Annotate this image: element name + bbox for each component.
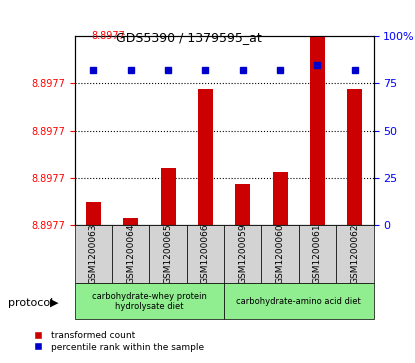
FancyBboxPatch shape xyxy=(336,225,374,283)
Bar xyxy=(235,184,250,225)
Text: protocol: protocol xyxy=(8,298,54,308)
Text: GSM1200061: GSM1200061 xyxy=(313,224,322,285)
Text: GSM1200060: GSM1200060 xyxy=(276,224,285,285)
Text: GSM1200065: GSM1200065 xyxy=(164,224,173,285)
Bar xyxy=(347,89,362,225)
Bar xyxy=(310,36,325,225)
Bar xyxy=(123,217,138,225)
FancyBboxPatch shape xyxy=(75,225,112,283)
Text: 8.8977: 8.8977 xyxy=(91,31,125,41)
FancyBboxPatch shape xyxy=(187,225,224,283)
FancyBboxPatch shape xyxy=(149,225,187,283)
FancyBboxPatch shape xyxy=(299,225,336,283)
Text: carbohydrate-whey protein
hydrolysate diet: carbohydrate-whey protein hydrolysate di… xyxy=(92,291,207,311)
FancyBboxPatch shape xyxy=(261,225,299,283)
FancyBboxPatch shape xyxy=(224,225,261,283)
Text: GSM1200059: GSM1200059 xyxy=(238,224,247,285)
Bar xyxy=(273,172,288,225)
Bar xyxy=(198,89,213,225)
Text: GSM1200066: GSM1200066 xyxy=(201,224,210,285)
Bar xyxy=(86,203,101,225)
Text: carbohydrate-amino acid diet: carbohydrate-amino acid diet xyxy=(237,297,361,306)
FancyBboxPatch shape xyxy=(75,283,224,319)
FancyBboxPatch shape xyxy=(112,225,149,283)
Text: GSM1200063: GSM1200063 xyxy=(89,224,98,285)
Text: ▶: ▶ xyxy=(50,298,58,308)
Bar xyxy=(161,168,176,225)
Text: GSM1200064: GSM1200064 xyxy=(126,224,135,284)
FancyBboxPatch shape xyxy=(224,283,374,319)
Text: GSM1200062: GSM1200062 xyxy=(350,224,359,284)
Text: GDS5390 / 1379595_at: GDS5390 / 1379595_at xyxy=(116,31,262,44)
Legend: transformed count, percentile rank within the sample: transformed count, percentile rank withi… xyxy=(25,327,208,355)
